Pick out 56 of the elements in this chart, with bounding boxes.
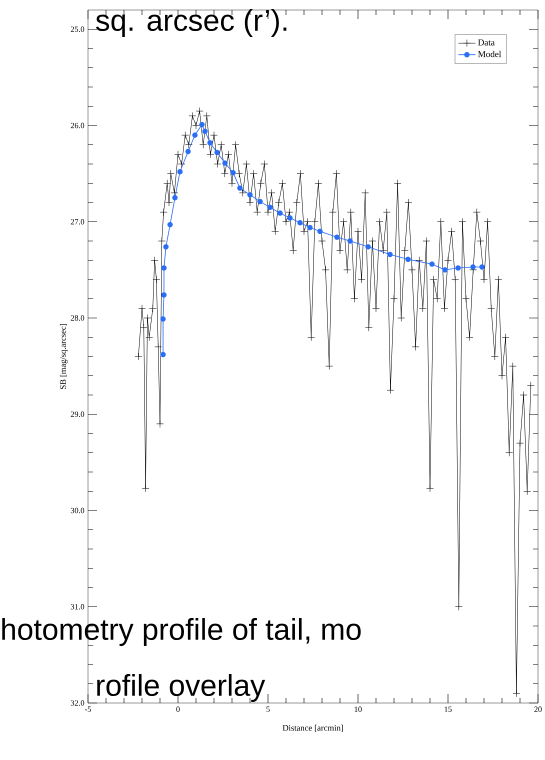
y-tick-label: 30.0 (70, 508, 84, 514)
point (257, 198, 263, 204)
y-tick-label: 27.0 (70, 219, 84, 224)
point (222, 160, 228, 166)
point (247, 192, 253, 198)
point (405, 256, 411, 262)
point (230, 170, 236, 176)
point (172, 195, 178, 200)
y-tick-label: 31.0 (70, 604, 84, 610)
point (277, 210, 283, 216)
point (455, 265, 461, 271)
point (317, 228, 323, 234)
point (207, 140, 213, 146)
y-axis-title: SB [mag/sq.arcsec] (60, 324, 68, 389)
x-tick-label: 15 (444, 706, 452, 712)
y-tick-label: 26.0 (70, 122, 84, 128)
point (429, 261, 435, 267)
x-tick-label: 0 (176, 706, 180, 712)
point (161, 292, 167, 298)
point (442, 267, 448, 273)
legend-label: Model (478, 50, 502, 58)
point (214, 150, 220, 156)
legend-label: Data (478, 39, 495, 46)
point (297, 220, 303, 226)
x-tick-label: 10 (354, 706, 362, 712)
y-tick-label: 28.0 (70, 315, 84, 321)
point (479, 264, 485, 270)
point (387, 252, 393, 258)
point (177, 169, 183, 174)
point (161, 265, 167, 271)
point (287, 215, 293, 221)
point (307, 224, 313, 230)
point (160, 352, 166, 358)
annotation: sq. arcsec (r’). (96, 9, 286, 37)
point (160, 316, 166, 322)
point (202, 128, 208, 134)
y-tick-label: 25.0 (70, 26, 84, 32)
point (470, 264, 476, 270)
point (185, 148, 191, 154)
x-tick-label: 20 (534, 706, 542, 712)
y-tick-label: 32.0 (70, 700, 84, 706)
point (365, 244, 371, 250)
x-axis-title: Distance [arcmin] (282, 724, 343, 732)
point (237, 185, 243, 191)
point (334, 234, 340, 240)
point (199, 122, 205, 128)
x-tick-label: 5 (266, 706, 270, 712)
point (167, 222, 173, 228)
annotation: rofile overlay (97, 674, 266, 702)
x-tick-label: -5 (84, 706, 92, 712)
point (163, 244, 169, 250)
y-tick-label: 29.0 (70, 412, 84, 417)
point (267, 204, 273, 210)
annotation: hotometry profile of tail, mo (2, 618, 361, 646)
point (347, 238, 353, 244)
point (192, 132, 198, 138)
